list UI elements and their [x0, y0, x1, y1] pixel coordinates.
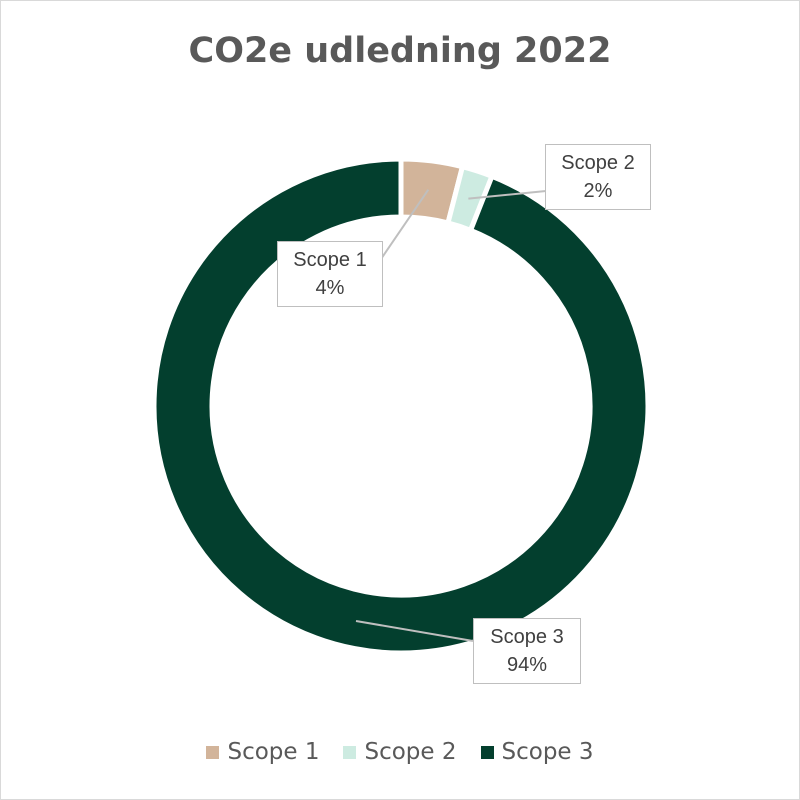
legend-item-scope-3: Scope 3 — [480, 739, 594, 765]
data-label-scope-3: Scope 3 94% — [473, 618, 581, 684]
legend-swatch — [480, 745, 494, 759]
data-label-name: Scope 3 — [490, 626, 564, 648]
leader-line-3 — [355, 620, 474, 642]
donut-slice-scope-3 — [151, 156, 651, 656]
legend-swatch — [206, 745, 220, 759]
data-label-value: 94% — [506, 654, 548, 676]
data-label-scope-2: Scope 2 2% — [545, 144, 651, 210]
data-label-value: 4% — [315, 277, 345, 299]
legend-label: Scope 2 — [364, 739, 457, 765]
legend-item-scope-2: Scope 2 — [343, 739, 457, 765]
data-label-scope-1: Scope 1 4% — [277, 241, 383, 307]
legend-label: Scope 1 — [227, 739, 320, 765]
legend-swatch — [343, 745, 357, 759]
legend-label: Scope 3 — [501, 739, 594, 765]
legend: Scope 1 Scope 2 Scope 3 — [1, 739, 799, 765]
leader-line-1 — [380, 189, 430, 260]
legend-item-scope-1: Scope 1 — [206, 739, 319, 765]
data-label-name: Scope 2 — [561, 152, 635, 174]
leader-line-2 — [468, 190, 547, 200]
data-label-value: 2% — [583, 180, 613, 202]
chart-title: CO2e udledning 2022 — [188, 31, 612, 71]
data-label-name: Scope 1 — [293, 249, 367, 271]
